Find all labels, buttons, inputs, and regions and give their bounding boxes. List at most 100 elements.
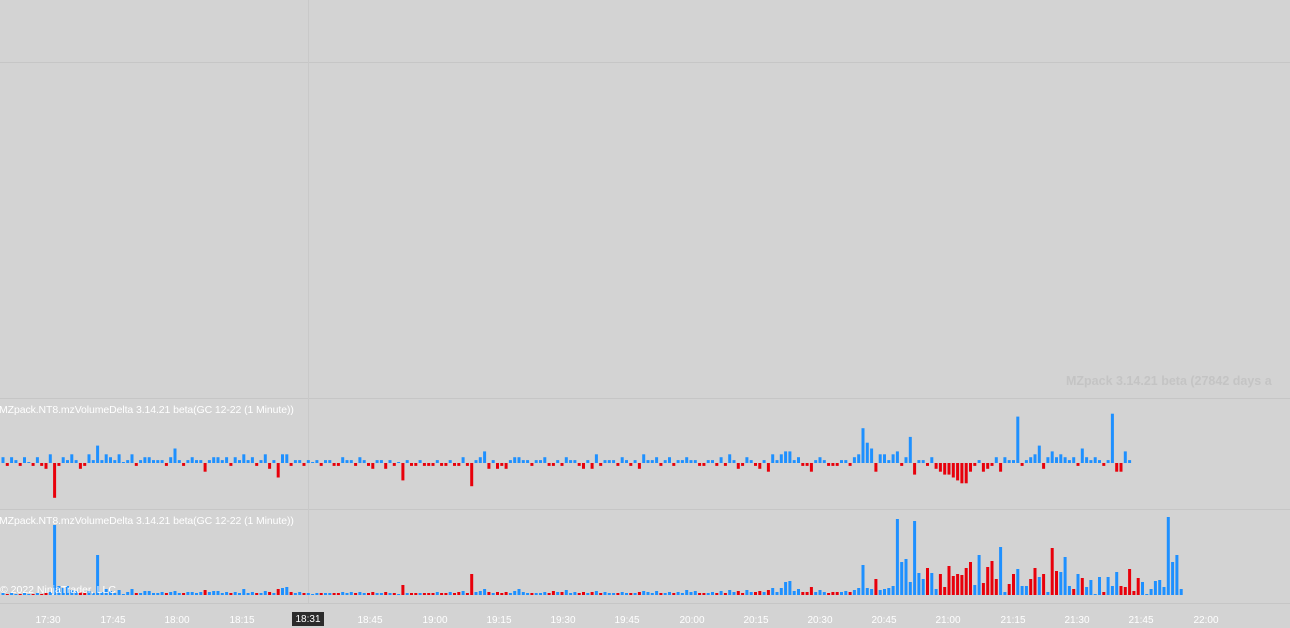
volume-delta-bar: [48, 592, 52, 595]
volume-delta-bar: [453, 593, 456, 595]
delta-bar: [590, 463, 594, 469]
volume-delta-bar: [1136, 578, 1140, 595]
delta-bar: [48, 454, 52, 463]
volume-delta-bar: [754, 592, 757, 595]
volume-delta-bar: [973, 585, 977, 595]
delta-bar: [1055, 457, 1058, 463]
volume-delta-bar: [534, 593, 538, 595]
volume-delta-bar: [930, 573, 934, 595]
delta-bar: [435, 460, 439, 463]
volume-delta-bar: [207, 592, 211, 595]
delta-bar: [951, 463, 955, 478]
time-axis-divider: [0, 603, 1290, 604]
volume-delta-bar: [814, 592, 818, 595]
volume-delta-bar: [706, 593, 710, 595]
delta-bar: [285, 454, 289, 463]
volume-delta-bar: [835, 592, 839, 595]
volume-delta-bar: [414, 593, 418, 595]
volume-delta-bar: [160, 592, 164, 595]
volume-delta-bar: [672, 593, 676, 595]
volume-delta-bar: [891, 586, 895, 595]
volume-delta-bar: [728, 590, 732, 595]
cursor-vertical-line: [308, 0, 309, 603]
volume-delta-bar: [379, 593, 383, 595]
volume-delta-bar: [960, 575, 964, 595]
volume-delta-bar: [1123, 587, 1127, 595]
delta-bar: [491, 460, 495, 463]
volume-delta-bar: [969, 562, 972, 595]
delta-bar: [977, 460, 981, 463]
delta-bar: [943, 463, 947, 475]
delta-bar: [895, 451, 899, 463]
delta-bar: [242, 454, 246, 463]
delta-bar: [1042, 463, 1046, 469]
volume-delta-bar: [203, 590, 207, 595]
volume-delta-bar: [57, 586, 61, 595]
volume-delta-bar: [999, 547, 1003, 595]
delta-bar: [276, 463, 280, 478]
delta-bar: [388, 460, 392, 463]
delta-bar: [121, 462, 125, 463]
delta-bar: [379, 460, 383, 463]
volume-delta-bar: [371, 592, 375, 595]
volume-delta-bar: [668, 592, 671, 595]
volume-delta-bar: [250, 592, 254, 595]
volume-delta-bar: [870, 589, 874, 595]
delta-bar: [31, 463, 35, 466]
delta-bar: [517, 457, 521, 463]
delta-bar: [723, 463, 727, 466]
delta-bar: [650, 460, 654, 463]
volume-delta-bar: [478, 591, 482, 595]
volume-delta-bar: [293, 593, 297, 595]
volume-delta-bar: [543, 592, 547, 595]
delta-bar: [500, 463, 504, 466]
volume-delta-bar: [809, 587, 813, 595]
delta-bar: [835, 463, 839, 466]
volume-delta-bar: [496, 592, 499, 595]
volume-delta-bar: [1158, 580, 1162, 595]
volume-delta-bar: [130, 589, 134, 595]
volume-delta-bar: [483, 589, 487, 595]
volume-delta-bar: [341, 592, 345, 595]
volume-delta-bar: [96, 555, 100, 595]
delta-bar: [134, 463, 138, 466]
volume-delta-bar: [749, 592, 753, 595]
delta-bar: [496, 463, 499, 469]
delta-bar: [534, 460, 538, 463]
volume-delta-bar: [530, 593, 534, 595]
volume-delta-bar: [289, 592, 293, 595]
volume-delta-bar: [397, 594, 401, 595]
delta-bar: [870, 448, 874, 463]
volume-delta-bar: [883, 589, 886, 595]
volume-delta-bar: [358, 592, 362, 595]
volume-delta-bar: [461, 591, 465, 595]
delta-bar: [887, 460, 891, 463]
delta-bar: [483, 451, 487, 463]
delta-bar: [453, 463, 456, 466]
volume-delta-bar: [1141, 582, 1144, 595]
delta-bar: [1046, 457, 1050, 463]
delta-bar: [1020, 463, 1024, 466]
delta-bar: [53, 463, 57, 498]
time-tick-label: 21:30: [1064, 615, 1090, 626]
delta-bar: [465, 463, 469, 466]
delta-bar: [852, 457, 856, 463]
delta-bar: [792, 460, 796, 463]
delta-bar: [969, 463, 972, 472]
volume-delta-bar: [586, 593, 590, 595]
volume-delta-bar: [422, 593, 426, 595]
delta-bar: [775, 460, 779, 463]
volume-delta-bar: [448, 592, 452, 595]
delta-bar: [319, 463, 323, 466]
volume-delta-bar: [18, 594, 22, 595]
volume-delta-bar: [947, 566, 951, 595]
delta-bar: [926, 463, 929, 466]
delta-bar: [117, 454, 121, 463]
panel-divider-1: [0, 398, 1290, 399]
delta-bar: [637, 463, 641, 469]
time-tick-label: 18:15: [229, 615, 255, 626]
volume-delta-bar: [109, 591, 112, 595]
volume-delta-bar: [229, 593, 233, 595]
volume-delta-bar: [349, 592, 353, 595]
